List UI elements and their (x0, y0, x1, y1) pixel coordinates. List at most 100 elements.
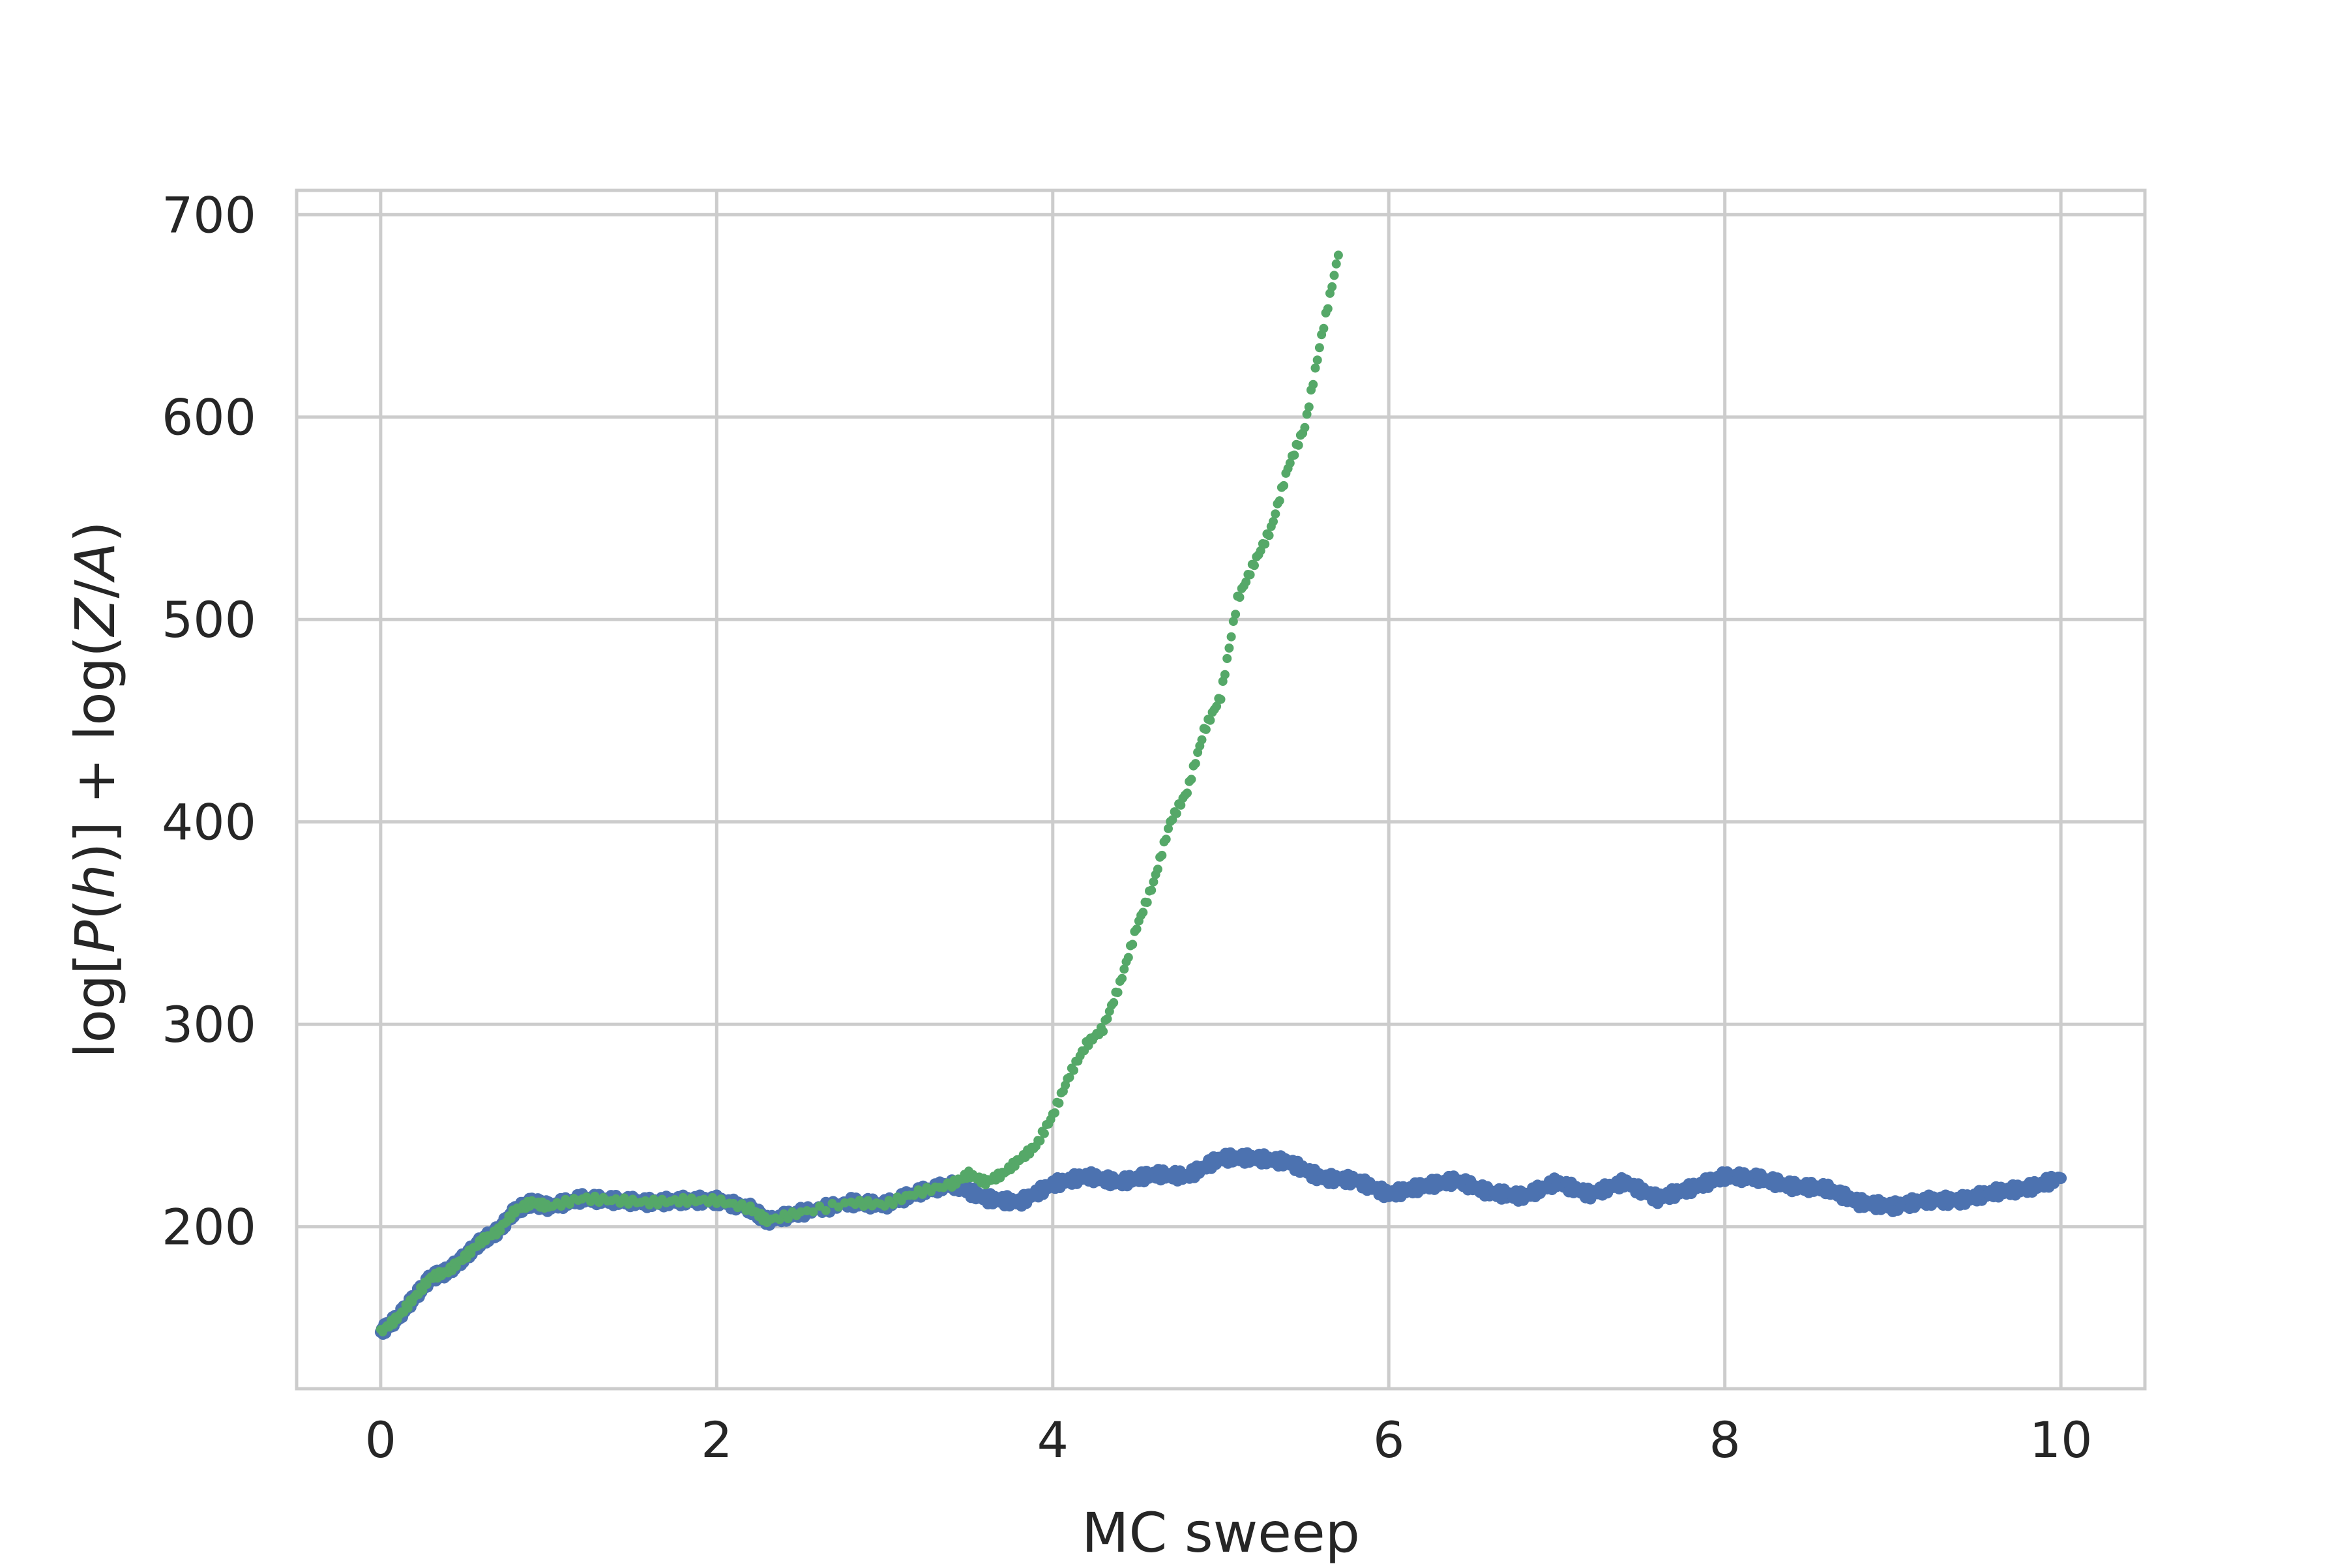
data-point (821, 1206, 831, 1215)
grid (297, 190, 2145, 1389)
data-point (1035, 1136, 1045, 1146)
data-point (1102, 1014, 1112, 1024)
data-point (1187, 775, 1196, 784)
data-point (1271, 509, 1280, 519)
y-axis-label-part: ) (63, 521, 127, 542)
y-axis-label-part: )] + log( (63, 636, 127, 864)
data-point (1065, 1072, 1074, 1082)
data-point (1300, 422, 1310, 432)
data-point (1333, 250, 1343, 260)
data-point (1123, 953, 1133, 962)
data-point (1312, 355, 1322, 365)
data-point (1201, 724, 1211, 734)
data-point (1099, 1027, 1108, 1036)
data-point (1285, 458, 1295, 468)
data-point (1138, 908, 1148, 917)
data-point (1231, 610, 1241, 619)
y-axis-label-part: A (63, 542, 127, 583)
data-point (1331, 259, 1341, 269)
data-point (1153, 865, 1162, 874)
data-point (1161, 835, 1171, 844)
data-point (1149, 877, 1159, 887)
data-point (1069, 1065, 1078, 1075)
data-point (1176, 800, 1186, 810)
x-tick-label: 4 (1037, 1411, 1069, 1469)
data-point (1222, 654, 1232, 663)
axes-frame (295, 188, 2147, 1391)
data-point (1302, 409, 1312, 419)
data-point (1264, 531, 1274, 540)
data-point (1132, 925, 1142, 934)
data-point (783, 1214, 793, 1224)
data-point (1113, 988, 1123, 998)
data-point (1241, 577, 1251, 587)
data-point (1226, 632, 1236, 642)
data-point (1205, 715, 1215, 725)
data-point (1172, 808, 1181, 818)
series-layer (374, 250, 2067, 1340)
series-1 (376, 250, 1343, 1337)
x-tick-label: 0 (365, 1411, 396, 1469)
x-tick-label: 10 (2030, 1411, 2093, 1469)
data-point (1235, 593, 1245, 602)
y-axis-label-part: P (63, 920, 127, 953)
data-point (1269, 516, 1278, 526)
data-point (1308, 379, 1318, 389)
y-tick-label: 500 (162, 591, 256, 649)
y-tick-label: 300 (162, 996, 256, 1054)
y-axis-label-part: Z (63, 597, 127, 637)
data-point (1109, 998, 1119, 1007)
data-point (808, 1207, 818, 1217)
x-tick-label: 2 (701, 1411, 732, 1469)
data-point (1054, 1099, 1064, 1108)
data-point (1256, 546, 1265, 555)
data-point (1050, 1108, 1059, 1117)
data-point (1245, 570, 1255, 580)
data-point (1260, 539, 1270, 549)
x-tick-label: 8 (1709, 1411, 1741, 1469)
data-point (1142, 898, 1152, 908)
data-point (1128, 939, 1138, 949)
data-point (1197, 735, 1207, 745)
data-point (1147, 885, 1157, 895)
data-point (1224, 643, 1234, 653)
y-tick-label: 400 (162, 793, 256, 851)
data-point (556, 1202, 566, 1211)
y-axis-label-part: ( (63, 899, 127, 921)
tick-labels: 0 2 4 6 8 10 200 300 400 500 600 700 (162, 186, 2093, 1469)
y-axis-label-part: h (63, 864, 127, 898)
data-point (1220, 670, 1230, 679)
data-point (737, 1199, 746, 1209)
data-point (2055, 1172, 2067, 1185)
data-point (1183, 788, 1192, 798)
data-point (1212, 702, 1222, 711)
data-point (1279, 481, 1289, 490)
y-axis-label-part: log[ (63, 953, 127, 1058)
data-point (1290, 451, 1299, 460)
data-point (1304, 402, 1314, 412)
data-point (1216, 694, 1226, 704)
y-tick-label: 700 (162, 186, 256, 244)
data-point (1157, 850, 1167, 860)
y-axis-label: log[P(h)] + log(Z/A) (63, 521, 127, 1058)
data-point (1119, 964, 1129, 974)
y-tick-label: 600 (162, 389, 256, 447)
data-point (1275, 496, 1284, 506)
data-point (1293, 440, 1303, 450)
y-axis-label-part: / (63, 580, 127, 599)
x-axis-label: MC sweep (1082, 1501, 1360, 1565)
data-point (918, 1189, 927, 1199)
data-point (1329, 271, 1339, 280)
data-point (1323, 304, 1333, 314)
data-point (1190, 759, 1200, 769)
data-point (1117, 973, 1127, 983)
data-point (1039, 1129, 1049, 1138)
y-tick-label: 200 (162, 1198, 256, 1256)
data-point (1228, 617, 1238, 627)
data-point (1327, 282, 1337, 291)
data-point (1310, 363, 1320, 373)
data-point (888, 1200, 898, 1209)
